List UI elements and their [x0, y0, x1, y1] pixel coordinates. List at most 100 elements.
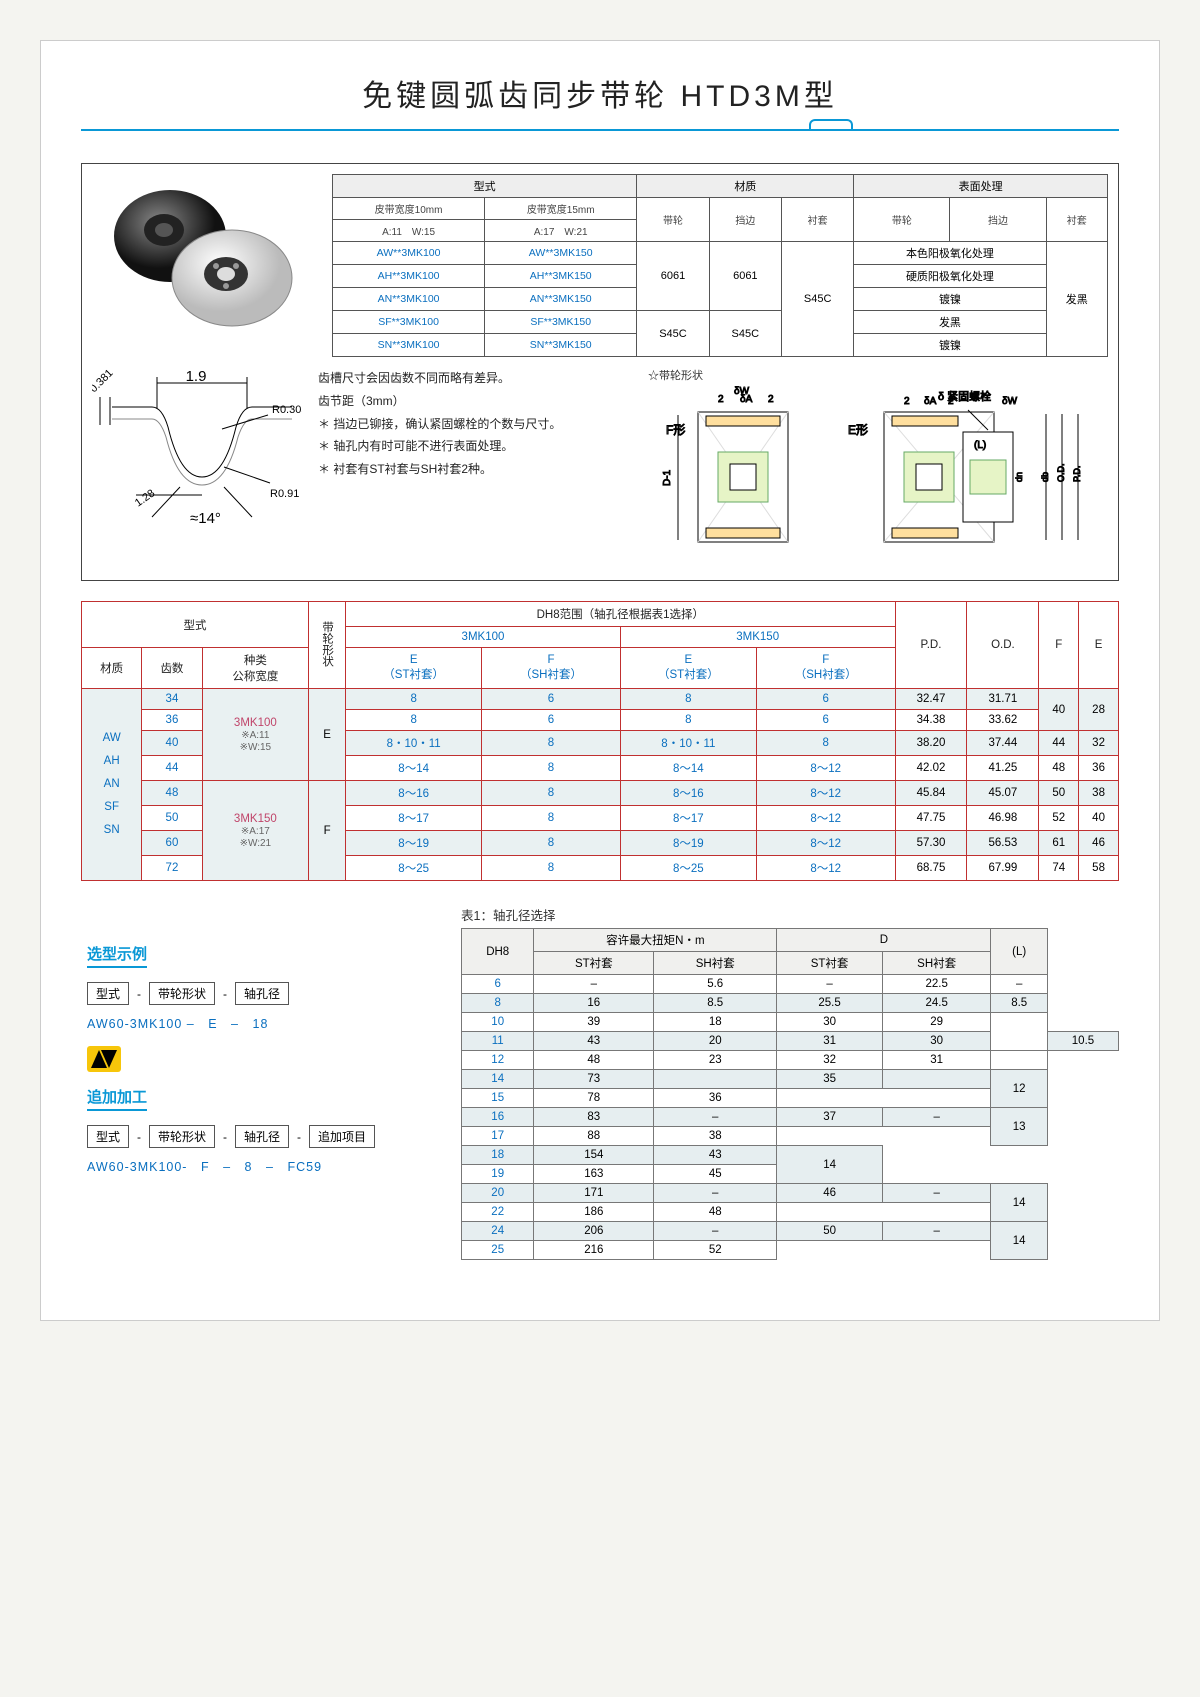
bore-tst: 78	[534, 1089, 654, 1108]
mid-teeth: 60	[142, 831, 202, 856]
bore-d: 16	[462, 1108, 534, 1127]
bore-tst: 186	[534, 1203, 654, 1222]
bore-Dst: 48	[654, 1203, 777, 1222]
mat-c10: SN**3MK100	[333, 334, 485, 357]
bore-tst: 88	[534, 1127, 654, 1146]
bore-d: 17	[462, 1127, 534, 1146]
mid-kind2: 3MK150※A:17 ※W:21	[202, 781, 309, 881]
mid-E: 36	[1079, 756, 1119, 781]
bore-tst: 216	[534, 1241, 654, 1260]
mid-kind1: 3MK100※A:11 ※W:15	[202, 689, 309, 781]
mat-c15: AW**3MK150	[485, 242, 637, 265]
bore-L: 14	[991, 1184, 1048, 1222]
mid-e1: 8～14	[346, 756, 482, 781]
bore-tsh: 8.5	[654, 994, 777, 1013]
mid-od: 67.99	[967, 856, 1039, 881]
note-2: 齿节距（3mm）	[318, 390, 632, 413]
bore-Dsh: 22.5	[882, 975, 991, 994]
bore-d: 20	[462, 1184, 534, 1203]
bore-Dsh: 24.5	[882, 994, 991, 1013]
mh-f: F	[1039, 602, 1079, 689]
svg-text:δW: δW	[1002, 396, 1018, 407]
bh-dsh: SH衬套	[882, 952, 991, 975]
mid-f2: 8～12	[756, 831, 895, 856]
mid-pd: 68.75	[895, 856, 967, 881]
mid-pd: 32.47	[895, 689, 967, 710]
dimension-table: 型式 带轮形状 DH8范围（轴孔径根据表1选择） P.D. O.D. F E 3…	[81, 601, 1119, 881]
page: 免键圆弧齿同步带轮 HTD3M型	[40, 40, 1160, 1321]
mid-teeth: 48	[142, 781, 202, 806]
mid-F: 48	[1039, 756, 1079, 781]
mh-g1: 3MK100	[346, 627, 621, 648]
mat-c15: AN**3MK150	[485, 288, 637, 311]
mat-surf-bush: 发黑	[1046, 242, 1107, 357]
bore-Dst: 46	[777, 1184, 883, 1203]
bore-d: 12	[462, 1051, 534, 1070]
bore-L: 12	[991, 1070, 1048, 1108]
mid-E: 28	[1079, 689, 1119, 731]
bore-L	[991, 1013, 1048, 1051]
chip-type: 型式	[87, 982, 129, 1005]
bore-Dsh: –	[882, 1222, 991, 1241]
pulley-image	[92, 174, 312, 334]
mat-surf: 镀镍	[854, 288, 1046, 311]
mid-f1: 8	[482, 781, 621, 806]
mid-teeth: 72	[142, 856, 202, 881]
mid-od: 41.25	[967, 756, 1039, 781]
svg-text:dn: dn	[1014, 472, 1024, 482]
mid-od: 31.71	[967, 689, 1039, 710]
bore-tsh: 23	[654, 1051, 777, 1070]
shape-diagram: F形 D-1 2δA2 δW E形 δ 紧固螺栓	[648, 385, 1108, 565]
top-row-2: 1.9 0.381 1.28 R0.305 R0.91 ≈14° 齿槽尺寸会因齿…	[92, 367, 1108, 570]
th-flange: 挡边	[709, 198, 781, 242]
mid-e2: 8～16	[620, 781, 756, 806]
bore-Dst: 32	[777, 1051, 883, 1070]
mat-pulley-al: 6061	[637, 242, 709, 311]
mid-F: 40	[1039, 689, 1079, 731]
chip-bore: 轴孔径	[235, 982, 289, 1005]
bore-table-wrap: 表1：轴孔径选择 DH8 容许最大扭矩N・m D (L) ST衬套 SH衬套 S…	[461, 905, 1119, 1260]
mh-range: DH8范围（轴孔径根据表1选择）	[346, 602, 895, 627]
bottom-area: 选型示例 型式 - 带轮形状 - 轴孔径 AW60-3MK100 – E – 1…	[81, 905, 1119, 1260]
mid-f1: 8	[482, 731, 621, 756]
bore-L: 8.5	[991, 994, 1048, 1013]
bore-tst: 16	[534, 994, 654, 1013]
bore-Dsh: –	[882, 1108, 991, 1127]
belt15-sub: A:17 W:21	[485, 220, 637, 242]
bore-d: 10	[462, 1013, 534, 1032]
mid-E: 58	[1079, 856, 1119, 881]
mid-teeth: 34	[142, 689, 202, 710]
mh-teeth: 齿数	[142, 648, 202, 689]
th-belt15: 皮带宽度15mm	[485, 198, 637, 220]
mid-body: AW AH AN SF SN343MK100※A:11 ※W:15E868632…	[82, 689, 1119, 881]
bore-Dst: 30	[777, 1013, 883, 1032]
th-pulley: 带轮	[637, 198, 709, 242]
bore-tsh: 20	[654, 1032, 777, 1051]
bore-L: 13	[991, 1108, 1048, 1146]
mid-F: 74	[1039, 856, 1079, 881]
material-table: 型式 材质 表面处理 皮带宽度10mm 皮带宽度15mm 带轮 挡边 衬套 带轮…	[332, 174, 1108, 357]
add-header: 追加加工	[87, 1086, 147, 1111]
bh-torque: 容许最大扭矩N・m	[534, 929, 777, 952]
chip-shape: 带轮形状	[149, 982, 215, 1005]
mat-c10: AW**3MK100	[333, 242, 485, 265]
mid-e2: 8～25	[620, 856, 756, 881]
note-4: ＊ 轴孔内有时可能不进行表面处理。	[318, 435, 632, 458]
mat-surf: 镀镍	[854, 334, 1046, 357]
bore-tsh: –	[654, 1108, 777, 1127]
mat-bush: S45C	[782, 242, 854, 357]
mid-od: 33.62	[967, 710, 1039, 731]
mid-E: 46	[1079, 831, 1119, 856]
mid-F: 52	[1039, 806, 1079, 831]
svg-text:(L): (L)	[974, 440, 986, 451]
chip2-add: 追加项目	[309, 1125, 375, 1148]
mid-teeth: 50	[142, 806, 202, 831]
svg-text:≈14°: ≈14°	[190, 510, 221, 527]
mid-e2: 8	[620, 689, 756, 710]
mat-c15: SF**3MK150	[485, 311, 637, 334]
mid-F: 44	[1039, 731, 1079, 756]
mid-e1: 8	[346, 710, 482, 731]
shape-title: ☆带轮形状	[648, 367, 1108, 383]
bore-L	[991, 1051, 1048, 1070]
mat-pulley-st: S45C	[637, 311, 709, 357]
